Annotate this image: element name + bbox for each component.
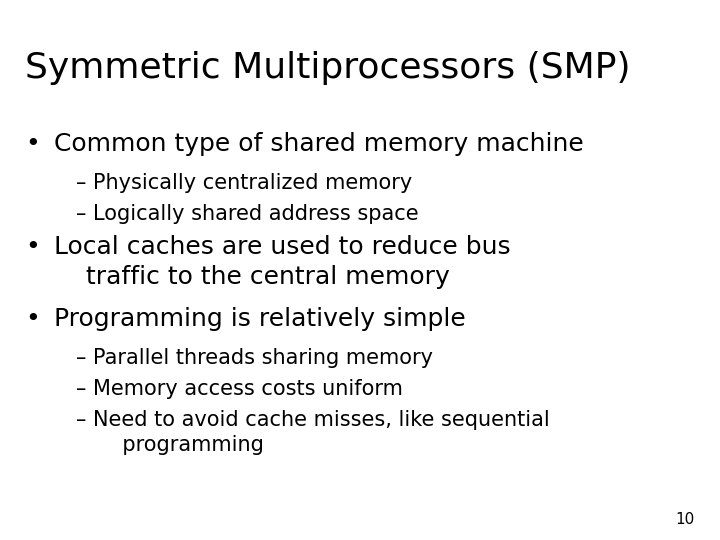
Text: •: • <box>25 307 40 331</box>
Text: – Memory access costs uniform: – Memory access costs uniform <box>76 379 402 399</box>
Text: Local caches are used to reduce bus
    traffic to the central memory: Local caches are used to reduce bus traf… <box>54 235 510 289</box>
Text: •: • <box>25 132 40 156</box>
Text: Symmetric Multiprocessors (SMP): Symmetric Multiprocessors (SMP) <box>25 51 631 85</box>
Text: •: • <box>25 235 40 259</box>
Text: 10: 10 <box>675 511 695 526</box>
Text: – Logically shared address space: – Logically shared address space <box>76 204 418 224</box>
Text: Programming is relatively simple: Programming is relatively simple <box>54 307 466 331</box>
Text: – Physically centralized memory: – Physically centralized memory <box>76 173 412 193</box>
Text: – Need to avoid cache misses, like sequential
       programming: – Need to avoid cache misses, like seque… <box>76 410 549 455</box>
Text: – Parallel threads sharing memory: – Parallel threads sharing memory <box>76 348 433 368</box>
Text: Common type of shared memory machine: Common type of shared memory machine <box>54 132 584 156</box>
